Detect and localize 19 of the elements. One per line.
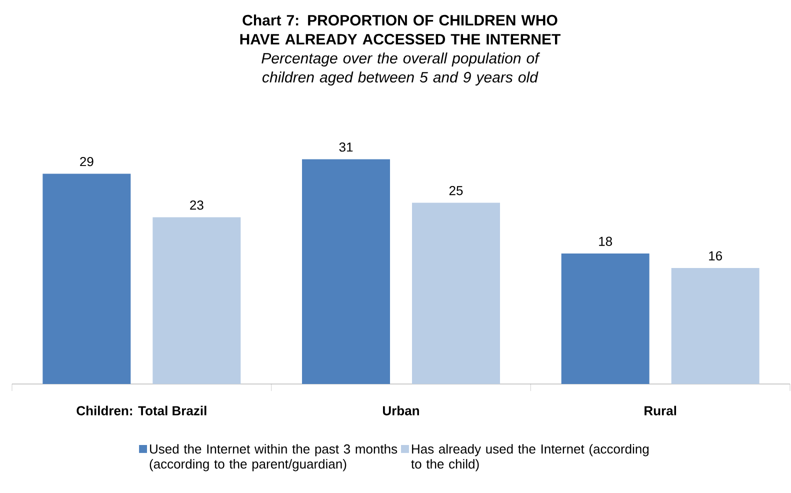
x-tick-label: Rural: [644, 406, 676, 416]
data-label: 23: [190, 200, 204, 210]
chart-title: Chart 7: PROPORTION OF CHILDREN WHO HAVE ALREADY ACCESSED THE INTERNET: [240, 14, 561, 45]
bar: [671, 268, 760, 384]
data-label: 25: [449, 186, 463, 196]
bar: [152, 217, 241, 384]
bar: [561, 253, 650, 384]
legend-label: Has already used the Internet (according to the child): [411, 444, 649, 472]
data-label: 29: [80, 156, 94, 166]
legend-label: Used the Internet within the past 3 months (according to the parent/guardian): [150, 444, 398, 472]
x-tick-label: Urban: [383, 406, 419, 416]
bar: [412, 202, 500, 384]
chart-subtitle: Percentage over the overall population of children aged between 5 and 9 years old: [262, 52, 540, 86]
data-label: 18: [599, 236, 612, 246]
data-label: 16: [709, 251, 722, 260]
x-tick-label: Children: Total Brazil: [76, 406, 206, 416]
bar: [42, 174, 131, 384]
bar: [302, 159, 390, 384]
data-label: 31: [339, 142, 353, 152]
